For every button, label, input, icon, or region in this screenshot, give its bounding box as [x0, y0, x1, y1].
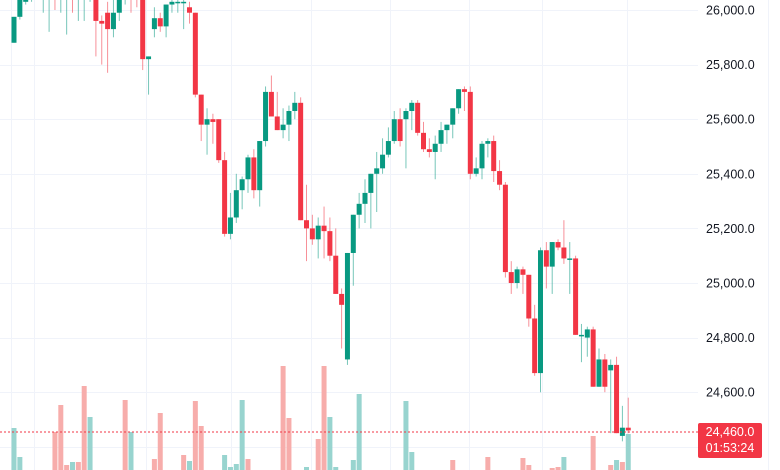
price-tick-label: 25,600.0: [706, 113, 755, 127]
price-tick-label: 24,800.0: [706, 331, 755, 345]
last-price-value: 24,460.0: [705, 425, 755, 439]
price-tick-label: 24,600.0: [706, 386, 755, 400]
price-tick-label: 25,400.0: [706, 167, 755, 181]
price-tick-label: 25,200.0: [706, 222, 755, 236]
last-price-tag: 24,460.0 01:53:24: [698, 423, 762, 458]
price-scale[interactable]: 26,000.0 25,800.0 25,600.0 25,400.0 25,200.0…: [706, 4, 755, 400]
bar-countdown: 01:53:24: [705, 441, 755, 455]
price-tick-label: 26,000.0: [706, 4, 755, 18]
price-scale-border: [768, 0, 769, 470]
price-tick-label: 25,800.0: [706, 58, 755, 72]
volume-bars: [11, 366, 631, 470]
price-candles: [11, 0, 631, 442]
chart-grid: [0, 0, 698, 470]
price-tick-label: 25,000.0: [706, 277, 755, 291]
